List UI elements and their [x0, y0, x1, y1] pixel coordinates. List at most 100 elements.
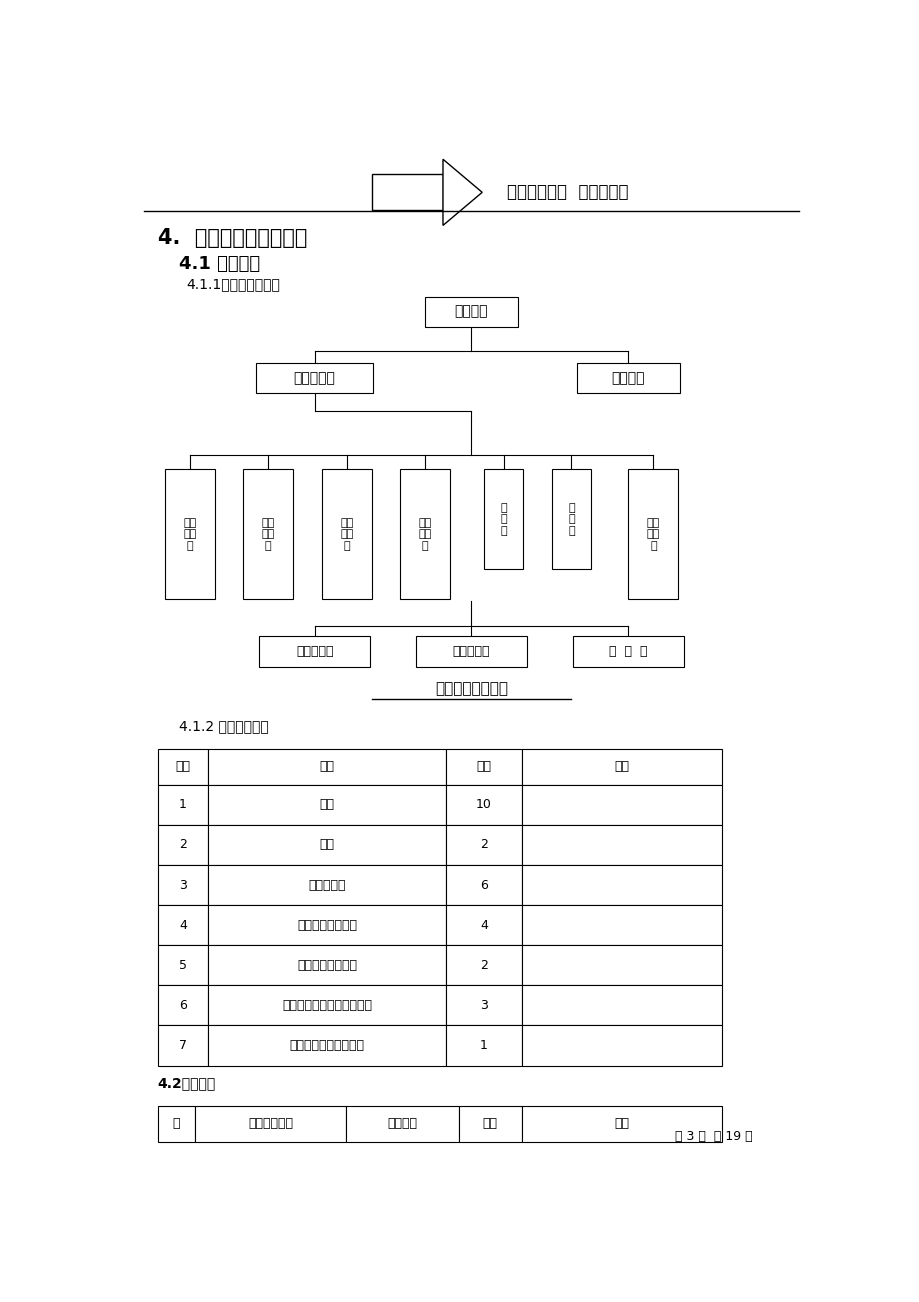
Text: 序: 序 — [173, 1117, 180, 1130]
Text: 综合
办公
室: 综合 办公 室 — [646, 518, 659, 551]
FancyBboxPatch shape — [346, 1105, 459, 1142]
Text: 1: 1 — [179, 798, 187, 811]
Text: 测量、施工技术员: 测量、施工技术员 — [297, 958, 357, 971]
Text: 2: 2 — [480, 958, 487, 971]
FancyBboxPatch shape — [208, 825, 446, 865]
FancyBboxPatch shape — [195, 1105, 346, 1142]
Text: 机械设备名称: 机械设备名称 — [248, 1117, 293, 1130]
FancyBboxPatch shape — [446, 865, 521, 905]
FancyBboxPatch shape — [243, 469, 293, 599]
FancyBboxPatch shape — [521, 865, 721, 905]
Polygon shape — [443, 159, 482, 225]
Text: 工种: 工种 — [319, 760, 335, 773]
Text: 10: 10 — [476, 798, 492, 811]
Text: 4.1 组织机构: 4.1 组织机构 — [179, 254, 260, 272]
FancyBboxPatch shape — [208, 986, 446, 1026]
Text: 2: 2 — [480, 838, 487, 852]
FancyBboxPatch shape — [521, 905, 721, 945]
Text: 财务
资金
部: 财务 资金 部 — [340, 518, 353, 551]
FancyBboxPatch shape — [158, 1026, 208, 1065]
FancyBboxPatch shape — [446, 986, 521, 1026]
FancyBboxPatch shape — [521, 986, 721, 1026]
Text: 数量: 数量 — [482, 1117, 497, 1130]
Text: 1: 1 — [480, 1039, 487, 1052]
FancyBboxPatch shape — [446, 945, 521, 986]
Text: 精品范文模板  可修改删除: 精品范文模板 可修改删除 — [506, 184, 628, 202]
Text: 物资
设备
部: 物资 设备 部 — [418, 518, 431, 551]
Text: 4.  施工组织及进度计划: 4. 施工组织及进度计划 — [158, 228, 307, 249]
FancyBboxPatch shape — [158, 905, 208, 945]
FancyBboxPatch shape — [459, 1105, 521, 1142]
Text: 4.1.1项目部组织机构: 4.1.1项目部组织机构 — [186, 277, 280, 292]
FancyBboxPatch shape — [158, 785, 208, 825]
Text: 普工: 普工 — [319, 798, 335, 811]
FancyBboxPatch shape — [446, 785, 521, 825]
FancyBboxPatch shape — [208, 1026, 446, 1065]
Text: 7: 7 — [178, 1039, 187, 1052]
Text: 材料、协调等方面管理人员: 材料、协调等方面管理人员 — [282, 999, 372, 1012]
FancyBboxPatch shape — [400, 469, 449, 599]
Text: 项目部组织机构图: 项目部组织机构图 — [435, 681, 507, 697]
FancyBboxPatch shape — [551, 469, 590, 569]
Text: 3: 3 — [179, 879, 187, 892]
FancyBboxPatch shape — [628, 469, 677, 599]
FancyBboxPatch shape — [158, 1105, 195, 1142]
FancyBboxPatch shape — [446, 1026, 521, 1065]
Text: 备注: 备注 — [614, 760, 629, 773]
Text: 机械操作手: 机械操作手 — [308, 879, 346, 892]
Text: 2: 2 — [179, 838, 187, 852]
FancyBboxPatch shape — [158, 865, 208, 905]
FancyBboxPatch shape — [521, 825, 721, 865]
FancyBboxPatch shape — [521, 785, 721, 825]
Text: 项目经理: 项目经理 — [454, 305, 488, 319]
FancyBboxPatch shape — [576, 363, 679, 393]
FancyBboxPatch shape — [158, 749, 208, 785]
FancyBboxPatch shape — [259, 637, 369, 667]
Text: 商务
合约
部: 商务 合约 部 — [183, 518, 197, 551]
FancyBboxPatch shape — [415, 637, 527, 667]
Text: 4: 4 — [179, 919, 187, 932]
Text: 质
量
部: 质 量 部 — [500, 503, 506, 535]
Text: 4.1.2 现场管理人员: 4.1.2 现场管理人员 — [179, 720, 268, 734]
FancyBboxPatch shape — [483, 469, 523, 569]
Text: 5: 5 — [178, 958, 187, 971]
Text: 项目副经理: 项目副经理 — [293, 371, 335, 385]
FancyBboxPatch shape — [446, 825, 521, 865]
Text: 人数: 人数 — [476, 760, 491, 773]
Text: 序号: 序号 — [176, 760, 190, 773]
Text: 工程
技术
部: 工程 技术 部 — [261, 518, 275, 551]
FancyBboxPatch shape — [521, 749, 721, 785]
Text: 电工: 电工 — [319, 838, 335, 852]
FancyBboxPatch shape — [255, 363, 373, 393]
Text: 第 3 页  共 19 页: 第 3 页 共 19 页 — [675, 1130, 752, 1143]
FancyBboxPatch shape — [158, 986, 208, 1026]
Text: 6: 6 — [179, 999, 187, 1012]
FancyBboxPatch shape — [425, 297, 517, 327]
FancyBboxPatch shape — [158, 825, 208, 865]
FancyBboxPatch shape — [573, 637, 683, 667]
Text: 备注: 备注 — [614, 1117, 629, 1130]
Text: 3: 3 — [480, 999, 487, 1012]
FancyBboxPatch shape — [208, 945, 446, 986]
Text: 土方施工班: 土方施工班 — [296, 644, 333, 658]
FancyBboxPatch shape — [521, 1026, 721, 1065]
FancyBboxPatch shape — [371, 174, 443, 211]
Text: 项目总工: 项目总工 — [611, 371, 644, 385]
FancyBboxPatch shape — [208, 905, 446, 945]
FancyBboxPatch shape — [521, 1105, 721, 1142]
Text: 机  械  班: 机 械 班 — [608, 644, 647, 658]
FancyBboxPatch shape — [521, 945, 721, 986]
Text: 设备安装技术人员: 设备安装技术人员 — [297, 919, 357, 932]
FancyBboxPatch shape — [322, 469, 371, 599]
Text: 6: 6 — [480, 879, 487, 892]
Text: 4: 4 — [480, 919, 487, 932]
Text: 规格型号: 规格型号 — [387, 1117, 417, 1130]
FancyBboxPatch shape — [208, 785, 446, 825]
Text: 水电施工班: 水电施工班 — [452, 644, 490, 658]
Text: 安
全
部: 安 全 部 — [567, 503, 574, 535]
FancyBboxPatch shape — [446, 905, 521, 945]
FancyBboxPatch shape — [446, 749, 521, 785]
Text: 4.2机械设备: 4.2机械设备 — [158, 1077, 216, 1091]
FancyBboxPatch shape — [165, 469, 215, 599]
FancyBboxPatch shape — [158, 945, 208, 986]
